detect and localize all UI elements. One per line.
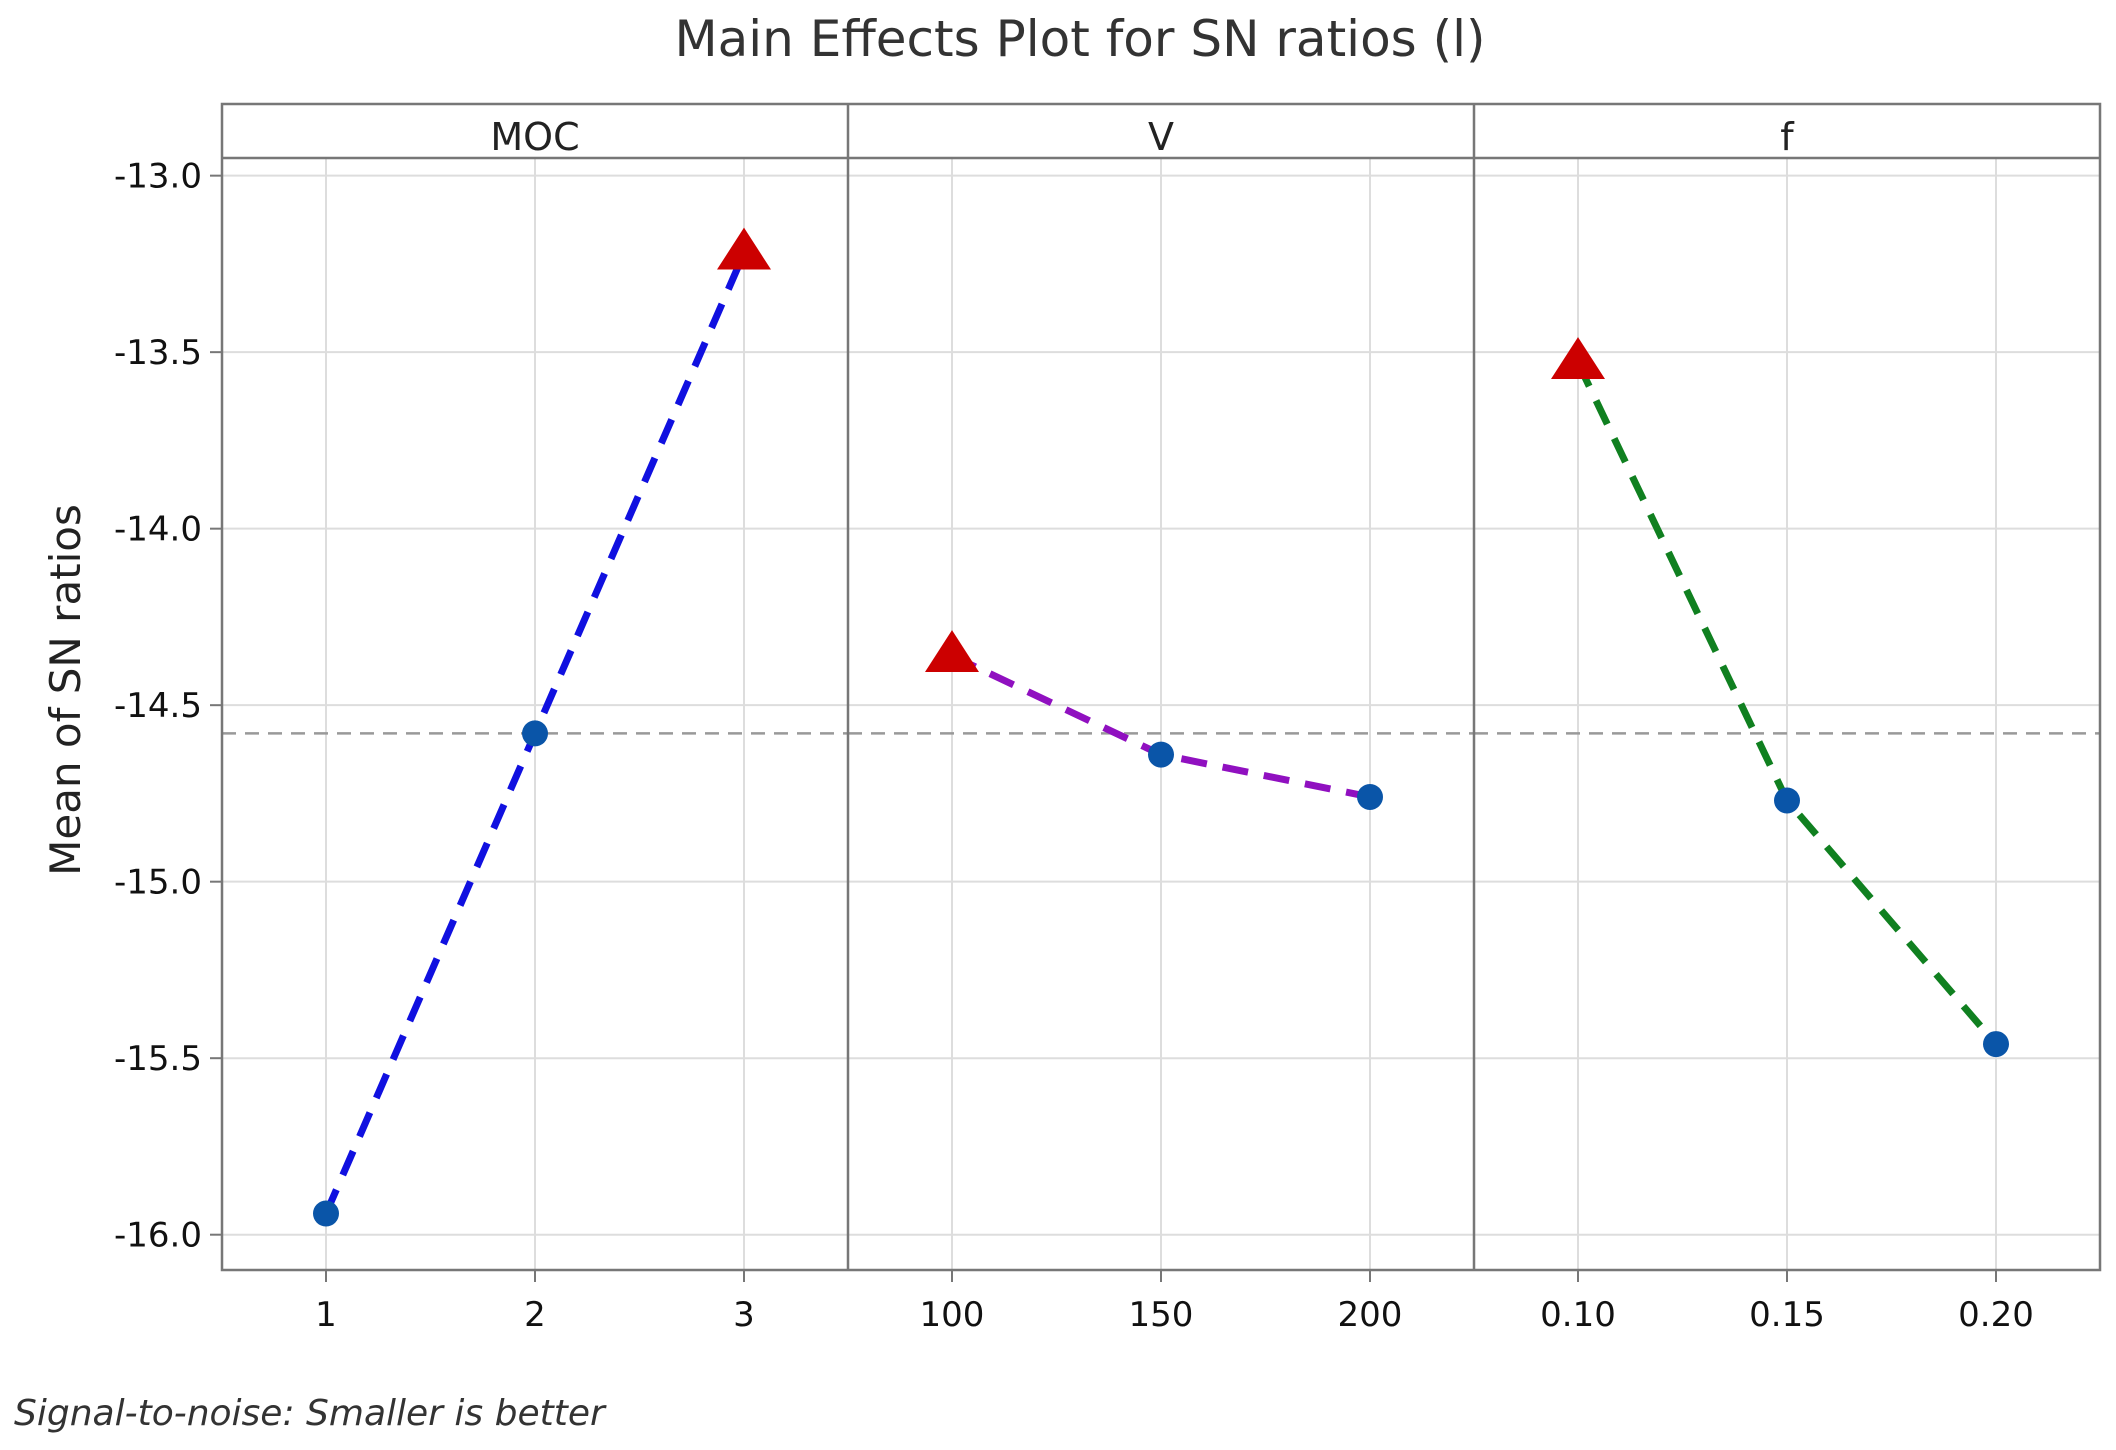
y-tick-label: -13.5 xyxy=(114,333,202,373)
best-level-marker xyxy=(1551,337,1605,379)
chart-title: Main Effects Plot for SN ratios (l) xyxy=(674,10,1485,68)
x-tick-label: 0.15 xyxy=(1749,1295,1825,1335)
axis-layer: -13.0 -13.5 -14.0 -14.5 -15.0 -15.5 -16.0 1 2 3 10… xyxy=(114,157,2034,1335)
y-tick-label: -15.5 xyxy=(114,1039,202,1079)
y-tick-label: -15.0 xyxy=(114,863,202,903)
data-point xyxy=(313,1200,339,1227)
grid-layer xyxy=(222,158,2100,1270)
x-tick-label: 0.10 xyxy=(1540,1295,1616,1335)
y-axis-label: Mean of SN ratios xyxy=(41,504,90,876)
x-tick-label: 1 xyxy=(315,1295,337,1335)
data-point xyxy=(1148,741,1174,768)
data-point xyxy=(1983,1031,2009,1058)
data-point xyxy=(522,720,548,747)
y-tick-label: -14.5 xyxy=(114,686,202,726)
y-tick-label: -14.0 xyxy=(114,510,202,550)
data-point xyxy=(1774,787,1800,814)
footnote: Signal-to-noise: Smaller is better xyxy=(14,1393,607,1434)
x-tick-label: 0.20 xyxy=(1958,1295,2034,1335)
x-tick-label: 3 xyxy=(733,1295,755,1335)
panel-label-f: f xyxy=(1780,115,1795,159)
y-tick-label: -16.0 xyxy=(114,1216,202,1256)
panel-label-v: V xyxy=(1148,115,1174,159)
data-point xyxy=(1357,783,1383,810)
best-level-marker xyxy=(925,630,979,672)
x-tick-label: 200 xyxy=(1338,1295,1403,1335)
x-tick-label: 150 xyxy=(1129,1295,1194,1335)
y-tick-label: -13.0 xyxy=(114,157,202,197)
best-level-marker xyxy=(717,227,771,270)
panel-label-moc: MOC xyxy=(490,115,579,159)
x-tick-label: 100 xyxy=(920,1295,985,1335)
series-layer xyxy=(313,227,2009,1227)
x-tick-label: 2 xyxy=(524,1295,546,1335)
